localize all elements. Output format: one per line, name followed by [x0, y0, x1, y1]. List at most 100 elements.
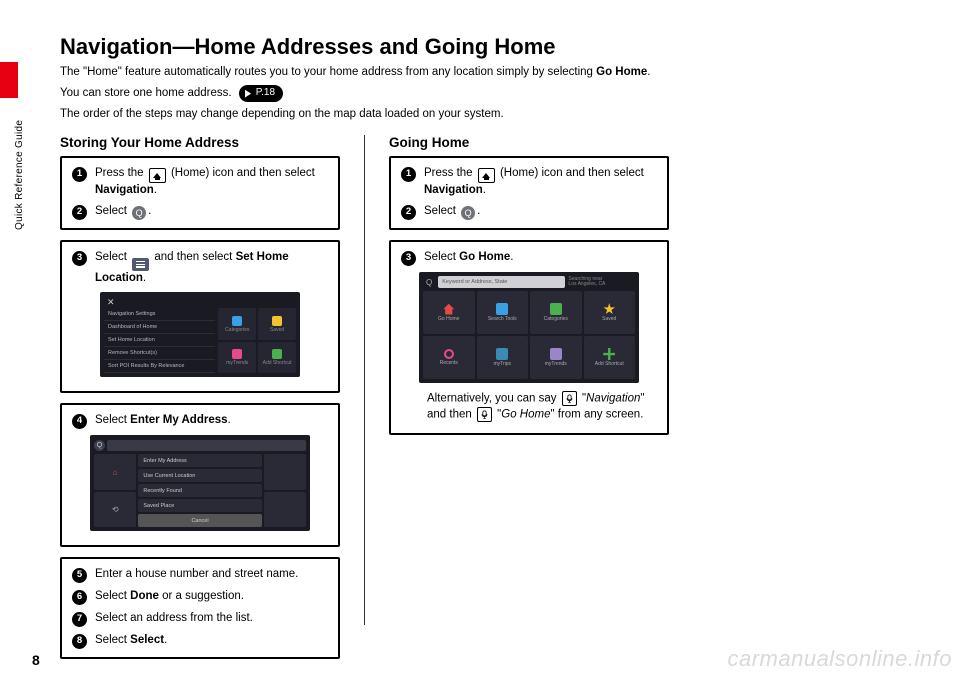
home-icon: [149, 168, 166, 183]
t: Select: [130, 634, 164, 646]
ss-b-tile: Go Home: [423, 291, 475, 334]
ss-a-list-item: Sort POI Results By Relevance: [104, 360, 215, 373]
step-badge-5: 5: [72, 568, 87, 583]
ss-b-tile: Search Tools: [477, 291, 529, 334]
ss-b-tile: Recents: [423, 336, 475, 379]
step-2: 2 Select Q.: [72, 204, 328, 220]
search-icon: Q: [132, 206, 146, 220]
ss-c-cancel: Cancel: [138, 514, 261, 527]
column-divider: [364, 135, 365, 625]
t: Select: [95, 205, 130, 217]
intro-after: .: [647, 66, 650, 78]
step-badge-r2: 2: [401, 205, 416, 220]
t: .: [228, 414, 231, 426]
ss-c-list-item: Saved Place: [138, 499, 261, 512]
screenshot-go-home: Q Keyword or Address, State Searching ne…: [419, 272, 639, 383]
ss-c-list-item: Use Current Location: [138, 469, 261, 482]
t: Select: [95, 251, 130, 263]
t: .: [164, 634, 167, 646]
box-step-3: 3 Select and then select Set Home Locati…: [60, 240, 340, 393]
box-r-step-3: 3 Select Go Home. Q Keyword or Address, …: [389, 240, 669, 435]
t: .: [483, 184, 486, 196]
step-5: 5 Enter a house number and street name.: [72, 567, 328, 583]
ss-a-list-item: Navigation Settings: [104, 308, 215, 321]
search-icon: Q: [423, 278, 435, 287]
location-label: Searching near Los Angeles, CA: [568, 277, 605, 288]
step-r3: 3 Select Go Home.: [401, 250, 657, 266]
step-1: 1 Press the (Home) icon and then select …: [72, 166, 328, 199]
box-steps-1-2: 1 Press the (Home) icon and then select …: [60, 156, 340, 231]
t: Enter a house number and street name.: [95, 567, 328, 583]
page-title: Navigation—Home Addresses and Going Home: [60, 34, 890, 60]
page-number: 8: [32, 652, 40, 668]
intro-line-3: The order of the steps may change depend…: [60, 106, 890, 123]
t: Done: [130, 590, 159, 602]
ss-c-right: [264, 454, 306, 527]
search-icon: Q: [94, 440, 105, 451]
t: Select: [95, 414, 130, 426]
search-input: Keyword or Address, State: [438, 276, 565, 288]
step-badge-4: 4: [72, 414, 87, 429]
t: Enter My Address: [130, 414, 227, 426]
screenshot-enter-address: Q ⌂ ⟲ Enter My AddressUse Current Locati…: [90, 435, 310, 531]
close-icon: ✕: [104, 297, 118, 308]
intro-text: The "Home" feature automatically routes …: [60, 66, 596, 78]
step-badge-1: 1: [72, 167, 87, 182]
ss-b-grid: Go HomeSearch ToolsCategoriesSavedRecent…: [423, 291, 635, 379]
intro-bold: Go Home: [596, 66, 647, 78]
step-badge-8: 8: [72, 634, 87, 649]
home-icon: [478, 168, 495, 183]
ss-a-cell: Add Shortcut: [258, 342, 296, 374]
step-badge-3: 3: [72, 251, 87, 266]
t: (Home) icon and then select: [168, 167, 315, 179]
intro-line-2: You can store one home address. P.18: [60, 85, 890, 102]
voice-icon: [477, 407, 492, 422]
ss-a-cell: Saved: [258, 308, 296, 340]
t: Navigation: [95, 184, 154, 196]
t: Select: [424, 205, 459, 217]
t: Select: [95, 634, 130, 646]
t: (Home) icon and then select: [497, 167, 644, 179]
ss-a-list-item: Set Home Location: [104, 334, 215, 347]
box-step-4: 4 Select Enter My Address. Q ⌂ ⟲: [60, 403, 340, 547]
t: and then select: [151, 251, 235, 263]
ss-b-tile: myTrips: [477, 336, 529, 379]
ss-a-cell: Categories: [218, 308, 256, 340]
t: Select an address from the list.: [95, 611, 328, 627]
step-8: 8 Select Select.: [72, 633, 328, 649]
intro-line-1: The "Home" feature automatically routes …: [60, 64, 890, 81]
t: .: [148, 205, 151, 217]
col-going-home: Going Home 1 Press the (Home) icon and t…: [389, 135, 669, 670]
voice-icon: [562, 391, 577, 406]
ss-a-list-item: Remove Shortcut(s): [104, 347, 215, 360]
ss-c-left: ⌂ ⟲: [94, 454, 136, 527]
search-icon: Q: [461, 206, 475, 220]
search-bar: [107, 440, 306, 451]
t: Select: [424, 251, 459, 263]
step-4: 4 Select Enter My Address.: [72, 413, 328, 429]
ss-a-list-item: Dashboard of Home: [104, 321, 215, 334]
ss-b-tile: Add Shortcut: [584, 336, 636, 379]
ss-c-list-item: Recently Found: [138, 484, 261, 497]
t: Go Home: [459, 251, 510, 263]
heading-going-home: Going Home: [389, 135, 669, 150]
voice-alt-text: Alternatively, you can say "Navigation" …: [401, 389, 657, 431]
step-badge-7: 7: [72, 612, 87, 627]
t: .: [143, 272, 146, 284]
col-storing-home: Storing Your Home Address 1 Press the (H…: [60, 135, 340, 670]
ss-b-tile: myTrends: [530, 336, 582, 379]
heading-storing: Storing Your Home Address: [60, 135, 340, 150]
step-r1: 1 Press the (Home) icon and then select …: [401, 166, 657, 199]
box-steps-5-8: 5 Enter a house number and street name. …: [60, 557, 340, 659]
page-ref-badge: P.18: [239, 85, 283, 102]
sidebar-label: Quick Reference Guide: [14, 120, 25, 230]
menu-icon: [132, 258, 149, 271]
t: Navigation: [424, 184, 483, 196]
ss-b-tile: Categories: [530, 291, 582, 334]
ss-c-list: Enter My AddressUse Current LocationRece…: [138, 454, 261, 527]
t: .: [510, 251, 513, 263]
step-r2: 2 Select Q.: [401, 204, 657, 220]
ss-a-cell: myTrends: [218, 342, 256, 374]
t: Press the: [424, 167, 476, 179]
ss-a-list: Navigation SettingsDashboard of HomeSet …: [104, 308, 215, 373]
